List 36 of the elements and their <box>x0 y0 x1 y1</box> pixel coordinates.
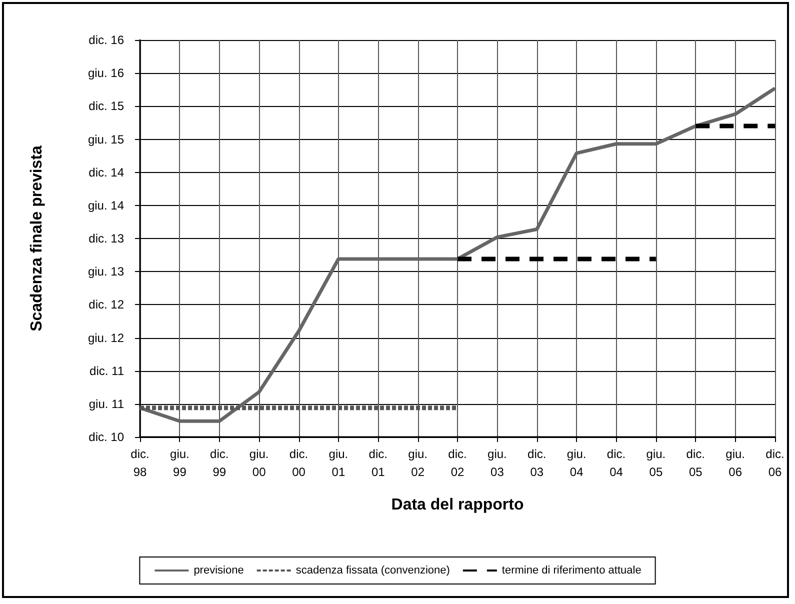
y-tick-label: dic. 14 <box>88 165 124 180</box>
x-tick-label: dic. 06 <box>766 447 784 479</box>
legend-label: previsione <box>194 564 244 576</box>
x-tick-label: dic. 03 <box>528 447 546 479</box>
legend-label: termine di riferimento attuale <box>502 564 642 576</box>
x-tick-label: dic. 99 <box>210 447 229 479</box>
y-tick-label: giu. 13 <box>88 264 124 279</box>
x-tick-label: dic. 04 <box>606 447 626 479</box>
y-tick-label: dic. 10 <box>88 430 124 444</box>
x-tick-label: dic. 98 <box>130 447 150 479</box>
x-tick-label: giu. 01 <box>328 447 348 479</box>
x-tick-label: dic. 01 <box>368 447 388 479</box>
x-tick-label: dic. 00 <box>289 447 308 479</box>
y-tick-label: giu. 14 <box>88 198 124 212</box>
x-tick-label: giu. 00 <box>249 447 269 479</box>
y-tick-label: dic. 16 <box>88 33 124 47</box>
legend-label: scadenza fissata (convenzione) <box>296 564 450 576</box>
y-tick-label: dic. 15 <box>88 99 124 114</box>
x-tick-label: giu. 05 <box>646 447 666 479</box>
y-tick-label: dic. 12 <box>88 298 124 312</box>
x-tick-label: dic. 05 <box>686 447 705 479</box>
x-axis-title: Data del rapporto <box>391 496 524 514</box>
x-tick-label: dic. 02 <box>448 447 467 479</box>
x-tick-label: giu. 06 <box>726 447 745 479</box>
y-tick-label: giu. 16 <box>88 66 124 80</box>
line-series <box>138 86 777 423</box>
y-tick-label: dic. 13 <box>88 232 124 246</box>
x-tick-label: giu. 04 <box>566 447 586 479</box>
y-tick-label: dic. 11 <box>90 364 124 378</box>
x-tick-label: giu. 02 <box>408 447 428 479</box>
y-tick-label: giu. 12 <box>88 330 124 345</box>
y-tick-label: giu. 15 <box>88 132 124 146</box>
x-tick-label: giu. 03 <box>488 447 507 479</box>
y-tick-label: giu. 11 <box>88 396 124 411</box>
y-axis-title: Scadenza finale prevista <box>28 145 46 332</box>
x-tick-label: giu. 99 <box>170 447 190 479</box>
